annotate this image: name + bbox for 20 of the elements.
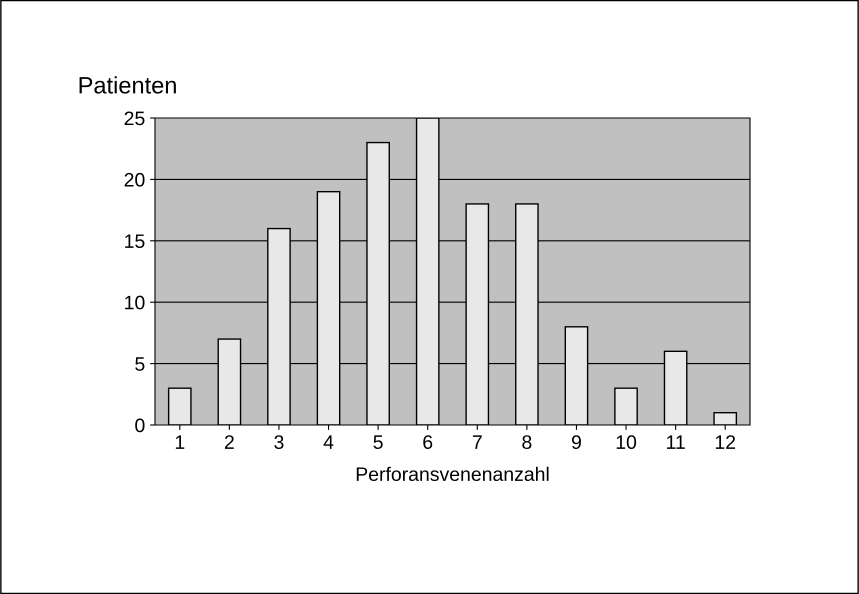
y-tick-label: 10 (125, 296, 145, 310)
x-tick-label: 12 (716, 435, 736, 449)
y-tick-label: 0 (135, 418, 145, 432)
x-tick-label: 5 (373, 435, 383, 450)
x-tick-label: 8 (522, 435, 532, 450)
x-tick-label: 11 (667, 435, 685, 449)
y-axis-title: Patienten (80, 76, 176, 94)
x-axis-title: Perforansvenenanzahl (356, 466, 548, 482)
y-tick-label: 20 (124, 172, 145, 187)
y-tick-label: 5 (135, 357, 144, 371)
x-tick-label: 10 (616, 435, 636, 450)
x-tick-label: 7 (472, 435, 482, 449)
y-tick-label: 15 (125, 234, 144, 248)
x-tick-label: 2 (224, 435, 234, 449)
x-tick-label: 1 (176, 435, 184, 449)
x-tick-label: 9 (572, 435, 581, 450)
x-tick-label: 6 (423, 435, 432, 450)
x-tick-label: 4 (324, 435, 334, 449)
y-tick-label: 25 (124, 111, 144, 126)
x-tick-label: 3 (274, 435, 284, 450)
